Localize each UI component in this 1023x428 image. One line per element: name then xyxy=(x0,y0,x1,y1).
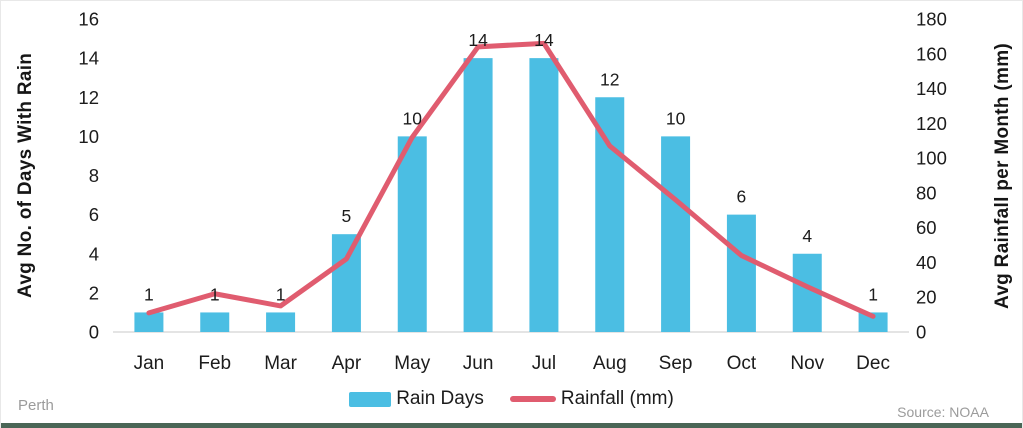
x-axis-category-label: Apr xyxy=(332,353,362,374)
right-axis-tick-label: 0 xyxy=(916,322,926,343)
right-axis-tick-label: 40 xyxy=(916,252,937,273)
bar-jul xyxy=(529,58,559,332)
rain-days-bar-swatch-icon xyxy=(349,391,392,407)
bar-apr xyxy=(331,234,361,332)
left-axis-tick-label: 16 xyxy=(78,9,99,30)
x-axis-category-label: Feb xyxy=(198,353,231,374)
right-axis-tick-label: 140 xyxy=(916,78,947,99)
right-axis-tick-label: 80 xyxy=(916,182,937,203)
rainfall-line xyxy=(146,40,876,319)
bar-dec xyxy=(858,312,888,332)
legend-item-rain-days: Rain Days xyxy=(349,388,484,410)
x-axis-category-label: Mar xyxy=(264,353,297,374)
bar-value-label: 6 xyxy=(737,187,747,207)
left-axis-tick-label: 10 xyxy=(78,126,99,147)
bar-feb xyxy=(200,312,230,332)
x-axis-category-label: Nov xyxy=(790,353,824,374)
x-axis-category-label: Jan xyxy=(134,353,165,374)
bottom-accent-bar xyxy=(1,423,1022,428)
x-axis-category-label: May xyxy=(394,353,430,374)
legend: Rain Days Rainfall (mm) xyxy=(1,388,1022,410)
left-axis-tick-label: 14 xyxy=(78,48,99,69)
right-axis-tick-label: 160 xyxy=(916,43,947,64)
bar-value-label: 1 xyxy=(144,284,154,304)
right-axis-tick-label: 120 xyxy=(916,113,947,134)
bar-value-label: 1 xyxy=(210,284,220,304)
left-axis-tick-label: 0 xyxy=(89,322,99,343)
source-caption: Source: NOAA xyxy=(897,404,989,420)
right-axis-tick-label: 20 xyxy=(916,287,937,308)
right-axis-tick-label: 180 xyxy=(916,9,947,30)
bar-value-label: 12 xyxy=(600,69,619,89)
legend-label-rainfall: Rainfall (mm) xyxy=(560,388,674,409)
legend-label-rain-days: Rain Days xyxy=(396,388,484,409)
x-axis-category-label: Sep xyxy=(659,353,693,374)
bar-aug xyxy=(595,97,625,332)
location-caption: Perth xyxy=(18,397,54,414)
left-axis-tick-label: 12 xyxy=(78,87,99,108)
bar-value-label: 4 xyxy=(802,226,812,246)
bar-may xyxy=(397,136,427,332)
x-axis-category-label: Dec xyxy=(856,353,890,374)
left-axis-tick-label: 8 xyxy=(89,165,99,186)
left-axis-tick-label: 6 xyxy=(89,204,99,225)
bar-mar xyxy=(266,312,296,332)
left-axis-tick-label: 4 xyxy=(89,243,99,264)
x-axis-category-label: Jun xyxy=(463,353,494,374)
right-axis-tick-label: 100 xyxy=(916,148,947,169)
bar-value-label: 1 xyxy=(276,284,286,304)
right-axis-title: Avg Rainfall per Month (mm) xyxy=(992,42,1013,309)
bar-jun xyxy=(463,58,493,332)
x-axis-category-label: Aug xyxy=(593,353,627,374)
bar-value-label: 5 xyxy=(342,206,352,226)
left-axis-tick-label: 2 xyxy=(89,282,99,303)
rainfall-line-swatch-icon xyxy=(509,396,556,402)
legend-item-rainfall: Rainfall (mm) xyxy=(509,388,674,410)
bar-value-label: 14 xyxy=(534,30,554,50)
bar-jan xyxy=(134,312,164,332)
left-axis-title: Avg No. of Days With Rain xyxy=(15,52,36,299)
bar-sep xyxy=(661,136,691,332)
bar-value-label: 10 xyxy=(666,108,686,128)
bar-value-label: 1 xyxy=(868,284,878,304)
bar-oct xyxy=(726,214,756,332)
bar-value-label: 14 xyxy=(468,30,488,50)
x-axis-category-label: Oct xyxy=(727,353,757,374)
x-axis-category-label: Jul xyxy=(532,353,556,374)
bar-value-label: 10 xyxy=(403,108,423,128)
right-axis-tick-label: 60 xyxy=(916,217,937,238)
